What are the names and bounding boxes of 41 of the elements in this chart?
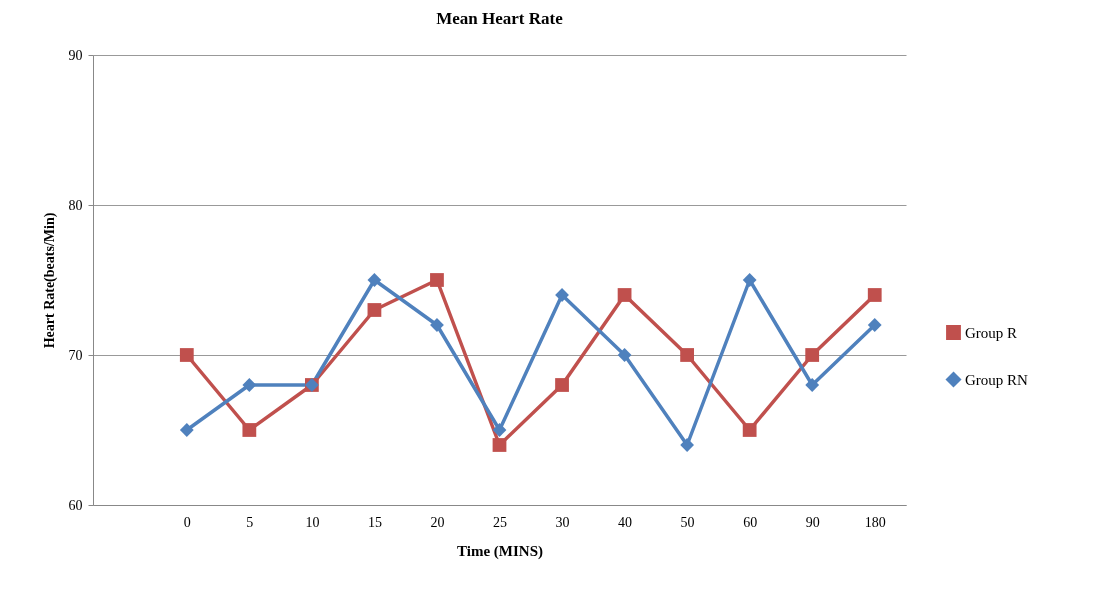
point: [867, 288, 882, 302]
point: [680, 348, 695, 362]
point: [680, 438, 695, 452]
point: [492, 423, 507, 437]
x-tick-label: 20: [430, 514, 445, 530]
point: [430, 273, 444, 287]
point: [742, 423, 757, 437]
point: [742, 273, 757, 287]
point: [367, 303, 382, 317]
x-tick-label: 5: [246, 514, 254, 530]
chart-title: Mean Heart Rate: [436, 9, 564, 28]
x-tick-label: 90: [805, 514, 820, 530]
x-axis-title: Time (MINS): [457, 542, 543, 560]
x-tick-label: 0: [183, 514, 191, 530]
y-axis-title: Heart Rate(beats/Min): [41, 212, 58, 349]
point: [617, 288, 632, 302]
point: [867, 318, 882, 332]
x-tick-label: 180: [864, 514, 886, 530]
x-tick-label: 25: [493, 514, 507, 530]
y-tick-label: 90: [68, 47, 83, 63]
legend-label: Group RN: [965, 371, 1029, 388]
point: [179, 348, 194, 362]
point: [242, 378, 257, 392]
point: [242, 423, 257, 437]
y-tick-label: 80: [68, 197, 83, 213]
x-tick-label: 60: [743, 514, 758, 530]
point: [805, 378, 820, 392]
y-tick-label: 60: [68, 497, 83, 513]
point: [367, 273, 382, 287]
legend-label: Group R: [965, 324, 1018, 341]
x-tick-label: 40: [618, 514, 633, 530]
x-tick-label: 50: [680, 514, 695, 530]
x-tick-label: 15: [367, 514, 382, 530]
point: [555, 378, 569, 392]
x-tick-label: 30: [555, 514, 570, 530]
point: [492, 438, 507, 452]
point: [617, 348, 632, 362]
x-tick-label: 10: [305, 514, 320, 530]
y-tick-label: 70: [68, 347, 83, 363]
point: [179, 423, 194, 437]
point: [805, 348, 820, 362]
